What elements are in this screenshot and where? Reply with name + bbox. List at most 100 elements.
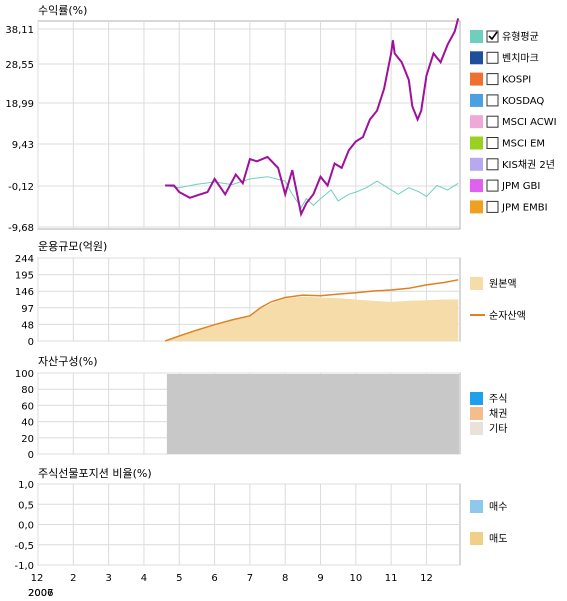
y-tick-label: 20: [21, 434, 34, 445]
legend-item[interactable]: KIS채권 2년: [470, 157, 555, 171]
legend-item[interactable]: MSCI ACWI: [470, 115, 557, 129]
y-tick-label: 146: [15, 287, 34, 298]
y-tick-label: 60: [21, 401, 34, 412]
x-tick-label: 9: [317, 573, 323, 584]
legend-item[interactable]: KOSPI: [470, 72, 531, 86]
legend-swatch: [470, 136, 483, 150]
y-tick-label: 195: [15, 271, 34, 282]
legend-swatch: [470, 157, 483, 171]
y-tick-label: -9,68: [8, 223, 34, 234]
panel-4: [37, 483, 461, 566]
asset-composition-fill: [166, 374, 460, 454]
legend-swatch: [470, 392, 483, 405]
legend-label: 순자산액: [489, 310, 526, 322]
legend-swatch: [470, 30, 483, 43]
y-tick-label: 0,0: [18, 521, 34, 532]
x-tick-label: 2: [70, 573, 76, 584]
x-tick-label: 12: [420, 573, 433, 584]
legend-swatch: [470, 532, 483, 545]
panel-title: 운용규모(억원): [38, 240, 107, 253]
legend-item[interactable]: 벤치마크: [470, 51, 539, 65]
y-tick-label: 48: [21, 320, 34, 331]
legend-item: 기타: [470, 422, 507, 435]
legend-item[interactable]: 유형평균: [470, 30, 539, 43]
legend-label: JPM GBI: [501, 181, 540, 192]
x-tick-label: 10: [349, 573, 362, 584]
legend-swatch: [470, 422, 483, 435]
y-tick-label: 38,11: [5, 25, 34, 36]
legend-label: 채권: [489, 408, 507, 420]
legend-swatch: [470, 115, 483, 129]
x-tick-label: 7: [247, 573, 253, 584]
legend-item: 순자산액: [470, 310, 526, 322]
legend-label: MSCI ACWI: [502, 117, 557, 128]
series-line: [165, 18, 460, 218]
y-tick-label: 100: [15, 369, 34, 380]
legend-checkbox[interactable]: [486, 51, 499, 64]
legend-item: 주식: [470, 392, 507, 405]
panel-title: 자산구성(%): [38, 355, 98, 368]
legend-item[interactable]: MSCI EM: [470, 136, 545, 150]
panel-title: 주식선물포지션 비율(%): [38, 467, 152, 480]
legend-label: JPM EMBI: [501, 202, 548, 213]
y-tick-label: -1,0: [14, 561, 34, 572]
y-tick-label: 9,43: [12, 140, 34, 151]
legend-checkbox[interactable]: [486, 158, 499, 171]
legend-checkbox[interactable]: [486, 94, 499, 107]
x-tick-label: 3: [105, 573, 111, 584]
area-principal: [165, 296, 459, 341]
legend-label: 매도: [489, 533, 507, 545]
legend-item[interactable]: JPM GBI: [470, 179, 540, 193]
y-tick-label: 1,0: [18, 480, 34, 491]
legend-item[interactable]: KOSDAQ: [470, 93, 544, 107]
legend-label: 매수: [489, 501, 507, 513]
legend-swatch: [470, 500, 483, 513]
legend-checkbox[interactable]: [486, 30, 499, 43]
legend-item: 채권: [470, 407, 507, 420]
x-tick-label: 12: [31, 573, 44, 584]
legend-swatch: [470, 93, 483, 107]
legend-swatch: [470, 179, 483, 193]
x-tick-label: 6: [211, 573, 217, 584]
checkmark-icon: [488, 31, 498, 41]
legend-label: 유형평균: [502, 31, 539, 43]
legend-checkbox[interactable]: [486, 200, 499, 213]
legend-item[interactable]: JPM EMBI: [470, 200, 548, 214]
y-tick-label: 0,5: [18, 500, 34, 511]
legend-label: 벤치마크: [502, 52, 539, 64]
series-line: [165, 176, 459, 209]
legend-swatch: [470, 51, 483, 65]
panel-title: 수익률(%): [38, 4, 87, 17]
y-tick-label: 0: [28, 450, 34, 461]
panel-3: [37, 372, 461, 455]
x-tick-label: 5: [176, 573, 182, 584]
legend-label: KOSDAQ: [502, 96, 544, 107]
y-tick-label: 18,99: [5, 99, 34, 110]
legend-checkbox[interactable]: [486, 179, 499, 192]
legend-swatch: [470, 407, 483, 420]
legend-swatch: [470, 200, 483, 214]
legend-swatch: [470, 277, 483, 290]
legend-swatch: [470, 72, 483, 86]
x-tick-label: 4: [141, 573, 147, 584]
panel-2: [37, 257, 461, 342]
legend-checkbox[interactable]: [486, 137, 499, 149]
legend-label: 원본액: [489, 278, 517, 290]
legend-item: 매수: [470, 500, 507, 513]
y-tick-label: 97: [21, 304, 34, 315]
y-tick-label: -0,12: [8, 182, 34, 193]
y-tick-label: -0,5: [14, 541, 34, 552]
legend-label: KIS채권 2년: [502, 159, 555, 171]
legend-checkbox[interactable]: [486, 115, 499, 128]
legend-label: 기타: [489, 423, 507, 435]
y-tick-label: 0: [28, 337, 34, 348]
legend-label: 주식: [489, 393, 507, 405]
legend-label: MSCI EM: [502, 139, 545, 150]
line-net-assets: [164, 279, 459, 342]
year-label: 2006: [28, 588, 53, 599]
y-tick-label: 244: [15, 254, 34, 265]
x-tick-label: 8: [282, 573, 288, 584]
y-tick-label: 40: [21, 418, 34, 429]
legend-checkbox[interactable]: [486, 73, 499, 86]
